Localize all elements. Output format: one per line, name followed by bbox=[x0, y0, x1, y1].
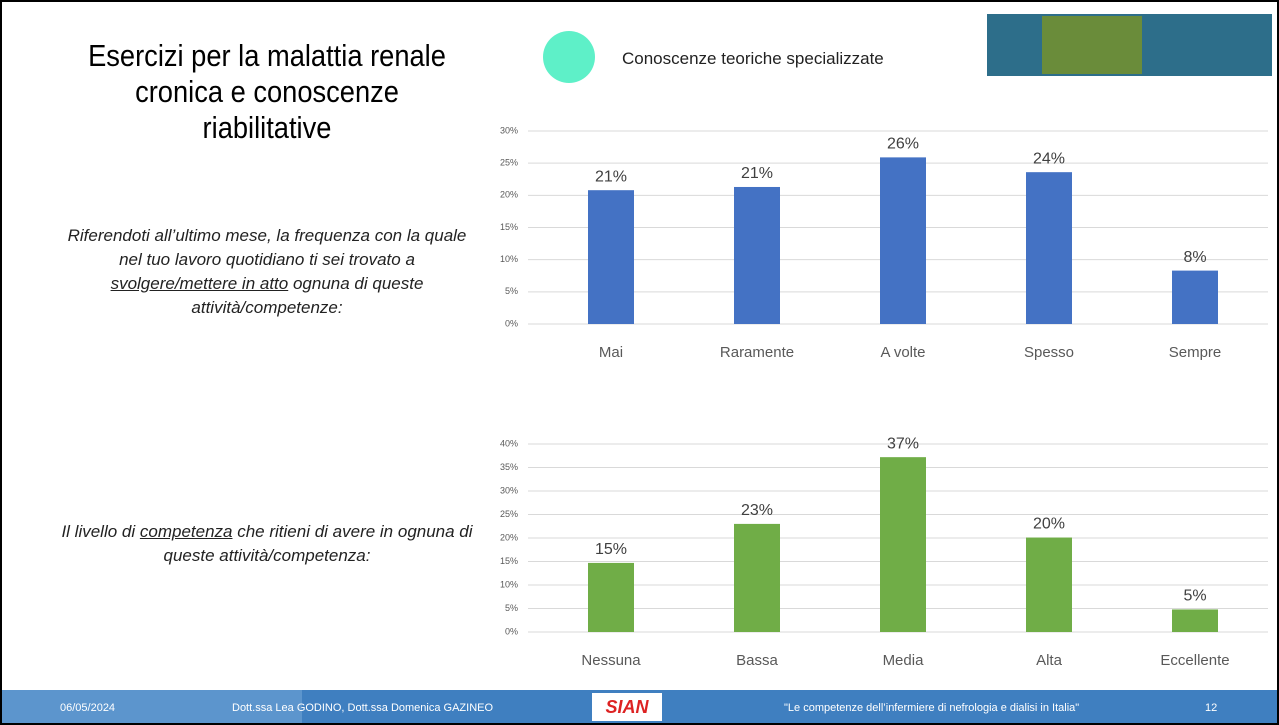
y-tick-label: 5% bbox=[505, 286, 518, 296]
y-tick-label: 40% bbox=[500, 438, 518, 448]
prompt: Riferendoti all’ultimo mese, la frequenz… bbox=[57, 224, 477, 320]
bar bbox=[880, 457, 926, 632]
bar bbox=[734, 523, 780, 632]
y-tick-label: 20% bbox=[500, 190, 518, 200]
prompt-emphasis: competenza bbox=[139, 522, 233, 541]
footer-page: 12 bbox=[1205, 702, 1218, 714]
x-tick-label: A volte bbox=[880, 344, 925, 361]
y-tick-label: 15% bbox=[500, 556, 518, 566]
prompt: Il livello di competenza che ritieni di … bbox=[57, 520, 477, 568]
value-label: 24% bbox=[1033, 150, 1065, 167]
bar bbox=[1026, 172, 1072, 324]
prompt-text: ognuna di queste attività/competenze: bbox=[191, 274, 424, 317]
x-tick-label: Mai bbox=[599, 344, 623, 361]
value-label: 15% bbox=[595, 541, 627, 558]
x-tick-label: Sempre bbox=[1169, 344, 1222, 361]
legend-swatch bbox=[543, 31, 595, 83]
bar bbox=[1026, 537, 1072, 632]
y-tick-label: 30% bbox=[500, 485, 518, 495]
prompt-emphasis: svolgere/mettere in atto bbox=[110, 274, 289, 293]
y-tick-label: 15% bbox=[500, 222, 518, 232]
prompt-text: che ritieni di avere in ognuna di queste… bbox=[163, 522, 473, 565]
value-label: 26% bbox=[887, 136, 919, 153]
footer-logo bbox=[592, 693, 662, 721]
bar bbox=[588, 190, 634, 324]
y-tick-label: 25% bbox=[500, 158, 518, 168]
y-tick-label: 10% bbox=[500, 254, 518, 264]
y-tick-label: 0% bbox=[505, 626, 518, 636]
y-tick-label: 10% bbox=[500, 579, 518, 589]
bar bbox=[734, 186, 780, 324]
value-label: 23% bbox=[741, 502, 773, 519]
slide-title: Esercizi per la malattia renale cronica … bbox=[88, 38, 446, 145]
y-tick-label: 35% bbox=[500, 462, 518, 472]
bar bbox=[1172, 609, 1218, 632]
x-tick-label: Nessuna bbox=[581, 652, 641, 669]
footer-quote: "Le competenze dell’infermiere di nefrol… bbox=[784, 702, 1080, 714]
x-tick-label: Alta bbox=[1036, 652, 1063, 669]
footer-date: 06/05/2024 bbox=[60, 702, 116, 714]
bar bbox=[588, 562, 634, 632]
y-tick-label: 5% bbox=[505, 603, 518, 613]
y-tick-label: 20% bbox=[500, 532, 518, 542]
footer-logo-text: SIAN bbox=[605, 697, 649, 717]
x-tick-label: Media bbox=[883, 652, 925, 669]
value-label: 20% bbox=[1033, 516, 1065, 533]
bar bbox=[880, 157, 926, 324]
y-tick-label: 25% bbox=[500, 509, 518, 519]
x-tick-label: Spesso bbox=[1024, 344, 1074, 361]
value-label: 21% bbox=[741, 165, 773, 182]
y-tick-label: 30% bbox=[500, 125, 518, 135]
y-tick-label: 0% bbox=[505, 318, 518, 328]
bar bbox=[1172, 270, 1218, 324]
x-tick-label: Raramente bbox=[720, 344, 794, 361]
prompt-text: Riferendoti all’ultimo mese, la frequenz… bbox=[67, 226, 467, 269]
legend-label: Conoscenze teoriche specializzate bbox=[622, 49, 884, 68]
header-logo-part bbox=[1042, 16, 1142, 74]
footer-glow bbox=[2, 690, 302, 723]
value-label: 8% bbox=[1183, 249, 1206, 266]
x-tick-label: Bassa bbox=[736, 652, 778, 669]
value-label: 21% bbox=[595, 168, 627, 185]
value-label: 37% bbox=[887, 435, 919, 452]
x-tick-label: Eccellente bbox=[1160, 652, 1229, 669]
value-label: 5% bbox=[1183, 588, 1206, 605]
footer-authors: Dott.ssa Lea GODINO, Dott.ssa Domenica G… bbox=[232, 702, 494, 714]
prompt-text: Il livello di bbox=[61, 522, 140, 541]
